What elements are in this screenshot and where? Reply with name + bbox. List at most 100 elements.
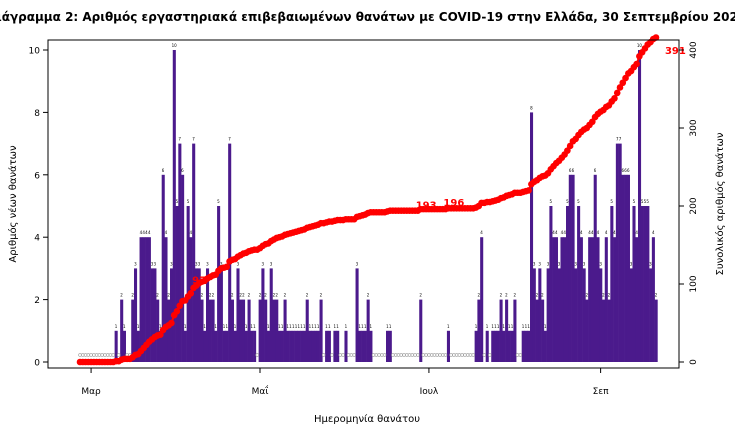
zero-marker [103, 353, 107, 357]
bar [366, 299, 370, 362]
bar [480, 237, 484, 362]
bar-value-label: 5 [549, 199, 552, 204]
y-tick-label: 6 [34, 171, 40, 181]
zero-marker [413, 353, 417, 357]
bar [236, 268, 240, 362]
bar [491, 330, 495, 362]
zero-marker [341, 353, 345, 357]
bar [524, 330, 528, 362]
bar [538, 268, 542, 362]
zero-marker [349, 353, 354, 357]
zero-marker [518, 353, 523, 357]
bar-value-label: 2 [131, 293, 134, 298]
bar [607, 299, 611, 362]
bar [172, 50, 176, 362]
cumulative-point [611, 95, 618, 102]
plot-frame [47, 39, 680, 369]
bar-value-label: 2 [284, 293, 287, 298]
zero-marker [449, 353, 453, 357]
cumulative-point [168, 319, 175, 327]
bar-value-label: 6 [621, 168, 624, 173]
bar [308, 330, 312, 362]
bar [181, 174, 185, 362]
bar-value-label: 1 [297, 324, 300, 329]
bar-value-label: 2 [212, 293, 215, 298]
bar-value-label: 7 [228, 137, 231, 142]
zero-marker [435, 353, 439, 357]
bar-value-label: 1 [278, 324, 281, 329]
bar [161, 174, 165, 362]
bar-value-label: 4 [561, 230, 564, 235]
bar-value-label: 3 [261, 261, 264, 266]
zero-marker [83, 353, 88, 357]
y-tick-label: 4 [34, 234, 40, 244]
bar-value-label: 4 [580, 230, 583, 235]
bar-value-label: 4 [140, 230, 143, 235]
bar-value-label: 2 [231, 293, 234, 298]
bar [577, 206, 581, 362]
bar [579, 237, 583, 362]
bar-value-label: 2 [500, 293, 503, 298]
bar-value-label: 4 [148, 230, 151, 235]
bar-value-label: 2 [167, 293, 170, 298]
bar [336, 330, 340, 362]
bar [230, 299, 234, 362]
bar [369, 330, 373, 362]
bar [197, 268, 201, 362]
cumulative-annotation: 391 [665, 46, 686, 57]
bar [588, 237, 592, 362]
x-tick-label: Σεπ [593, 387, 610, 397]
zero-marker [468, 353, 473, 357]
bar-value-label: 5 [646, 199, 649, 204]
bar [225, 330, 229, 362]
bar [510, 330, 514, 362]
bar-value-label: 4 [555, 230, 558, 235]
cumulative-point [525, 187, 532, 194]
bar [513, 299, 517, 362]
bar [114, 330, 118, 362]
zero-marker [393, 353, 398, 357]
bar [621, 174, 625, 362]
bar-value-label: 4 [613, 230, 616, 235]
bar-value-label: 1 [345, 324, 348, 329]
bar [604, 237, 608, 362]
bar-value-label: 1 [336, 324, 339, 329]
bar-value-label: 1 [281, 324, 284, 329]
bar-value-label: 3 [206, 261, 209, 266]
bar [305, 299, 309, 362]
bar [535, 299, 539, 362]
bar [638, 50, 642, 362]
bar [286, 330, 290, 362]
bar [563, 237, 567, 362]
bar [643, 206, 647, 362]
bar [593, 174, 597, 362]
y2-axis-label: Συνολικός αριθμός θανάτων [714, 132, 726, 275]
bar [250, 330, 254, 362]
y-tick-label: 0 [34, 359, 40, 369]
bar [294, 330, 298, 362]
zero-marker [402, 353, 406, 357]
zero-marker [78, 353, 82, 357]
bar [158, 330, 162, 362]
bar [532, 268, 536, 362]
bar [219, 268, 223, 362]
bar [649, 268, 653, 362]
bar [311, 330, 315, 362]
bar [302, 330, 306, 362]
bar-value-label: 10 [172, 43, 178, 48]
y-axis-right: 0 100 200 300 400 [679, 41, 699, 365]
bar-value-label: 3 [533, 261, 536, 266]
bar [499, 299, 503, 362]
bar-value-label: 6 [162, 168, 165, 173]
bar-value-label: 1 [159, 324, 162, 329]
bar [419, 299, 423, 362]
bar-value-label: 5 [176, 199, 179, 204]
bar-value-label: 2 [306, 293, 309, 298]
bar-value-label: 2 [505, 293, 508, 298]
bar [189, 237, 193, 362]
bar-value-label: 3 [195, 261, 198, 266]
bar-value-label: 3 [649, 261, 652, 266]
zero-marker [346, 353, 351, 357]
bar [333, 330, 337, 362]
bar [571, 174, 575, 362]
